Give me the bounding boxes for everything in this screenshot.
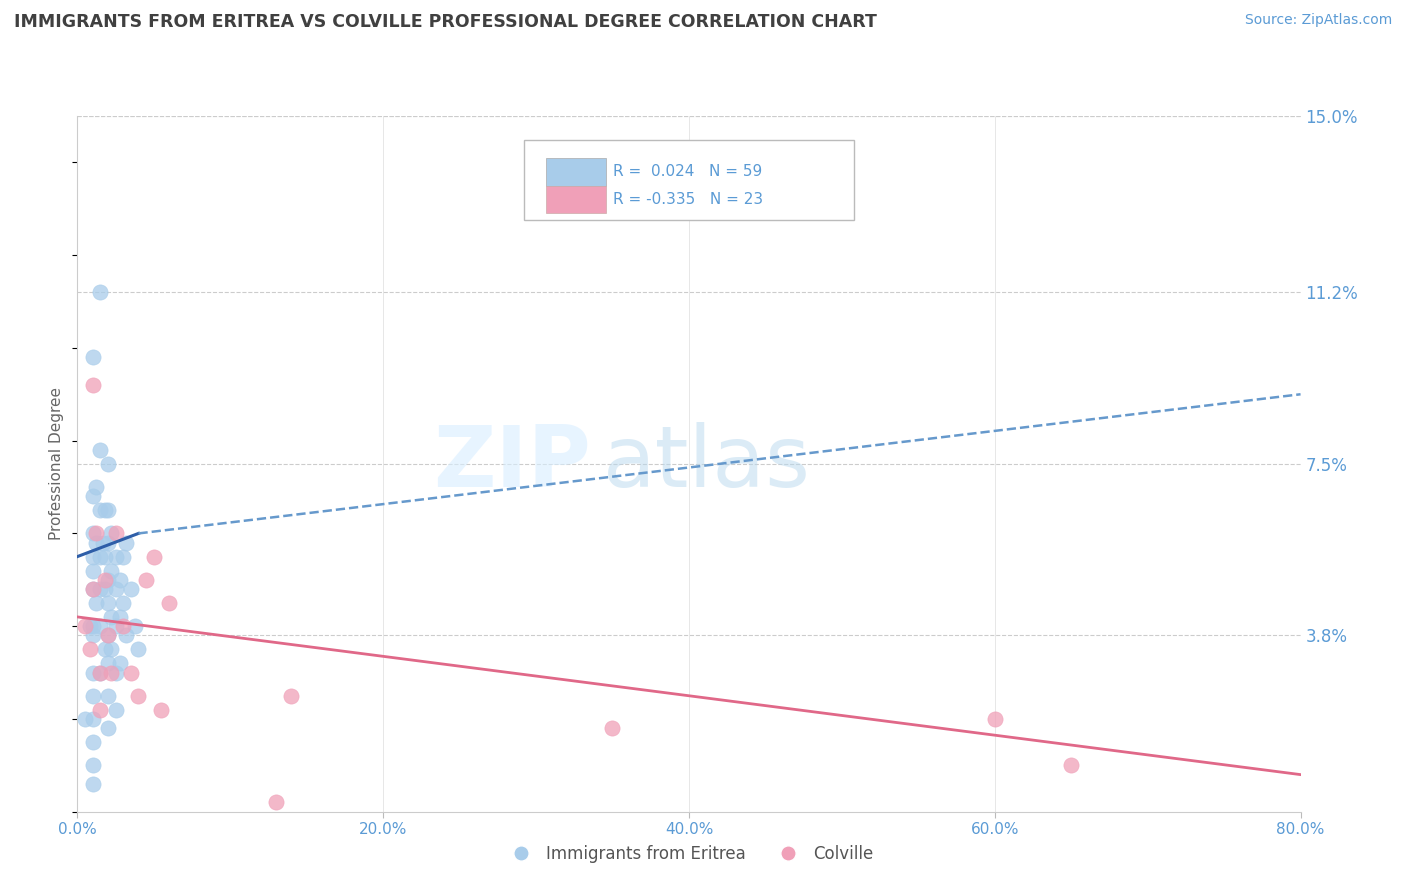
Point bbox=[108, 657, 131, 671]
Point bbox=[94, 503, 117, 517]
Point bbox=[100, 564, 122, 578]
Point bbox=[82, 689, 104, 703]
Point bbox=[108, 573, 131, 587]
Point bbox=[97, 503, 120, 517]
Point bbox=[120, 582, 142, 596]
Point bbox=[82, 378, 104, 392]
Text: R =  0.024   N = 59: R = 0.024 N = 59 bbox=[613, 164, 762, 179]
Point bbox=[91, 535, 114, 549]
Point bbox=[82, 628, 104, 642]
Point bbox=[84, 535, 107, 549]
Point bbox=[79, 642, 101, 657]
Point bbox=[94, 642, 117, 657]
Point bbox=[112, 596, 135, 610]
Text: atlas: atlas bbox=[603, 422, 811, 506]
Point bbox=[112, 619, 135, 633]
Point bbox=[82, 777, 104, 791]
Point bbox=[89, 442, 111, 457]
Point bbox=[89, 503, 111, 517]
Point bbox=[1060, 758, 1083, 772]
Point bbox=[89, 549, 111, 564]
Point bbox=[89, 582, 111, 596]
Point bbox=[82, 549, 104, 564]
Legend: Immigrants from Eritrea, Colville: Immigrants from Eritrea, Colville bbox=[498, 838, 880, 870]
Point bbox=[128, 689, 150, 703]
Point bbox=[97, 721, 120, 735]
Point bbox=[100, 642, 122, 657]
Point bbox=[84, 596, 107, 610]
Point bbox=[97, 596, 120, 610]
Point bbox=[115, 535, 138, 549]
Point bbox=[82, 350, 104, 364]
Point bbox=[100, 665, 122, 680]
Point bbox=[82, 735, 104, 749]
Point bbox=[82, 665, 104, 680]
Point bbox=[82, 582, 104, 596]
FancyBboxPatch shape bbox=[546, 158, 606, 186]
Point bbox=[89, 665, 111, 680]
Point bbox=[89, 703, 111, 717]
Point bbox=[104, 619, 127, 633]
Y-axis label: Professional Degree: Professional Degree bbox=[49, 387, 65, 541]
Point bbox=[984, 712, 1007, 726]
Point bbox=[104, 582, 127, 596]
Point bbox=[82, 564, 104, 578]
Point bbox=[73, 712, 96, 726]
Text: IMMIGRANTS FROM ERITREA VS COLVILLE PROFESSIONAL DEGREE CORRELATION CHART: IMMIGRANTS FROM ERITREA VS COLVILLE PROF… bbox=[14, 13, 877, 31]
Point bbox=[157, 596, 180, 610]
Point bbox=[264, 796, 287, 810]
Point bbox=[97, 573, 120, 587]
Point bbox=[135, 573, 157, 587]
Point bbox=[104, 526, 127, 541]
Point bbox=[142, 549, 165, 564]
Text: ZIP: ZIP bbox=[433, 422, 591, 506]
Point bbox=[124, 619, 146, 633]
Point bbox=[89, 665, 111, 680]
Point bbox=[97, 628, 120, 642]
Point bbox=[104, 665, 127, 680]
Point bbox=[82, 582, 104, 596]
Point bbox=[94, 582, 117, 596]
Point bbox=[602, 721, 624, 735]
Point bbox=[82, 489, 104, 503]
Point bbox=[97, 689, 120, 703]
Point bbox=[84, 526, 107, 541]
Point bbox=[79, 619, 101, 633]
Point bbox=[100, 526, 122, 541]
Point bbox=[97, 457, 120, 471]
Point bbox=[84, 480, 107, 494]
Point bbox=[115, 628, 138, 642]
Point bbox=[82, 712, 104, 726]
Point bbox=[94, 549, 117, 564]
FancyBboxPatch shape bbox=[546, 186, 606, 213]
Point bbox=[104, 549, 127, 564]
Point bbox=[112, 549, 135, 564]
Point bbox=[73, 619, 96, 633]
Point bbox=[82, 758, 104, 772]
Point bbox=[120, 665, 142, 680]
Point bbox=[150, 703, 173, 717]
FancyBboxPatch shape bbox=[524, 140, 853, 220]
Point bbox=[82, 526, 104, 541]
Point bbox=[97, 628, 120, 642]
Point bbox=[108, 610, 131, 624]
Point bbox=[280, 689, 302, 703]
Point bbox=[94, 573, 117, 587]
Point bbox=[104, 703, 127, 717]
Point bbox=[97, 535, 120, 549]
Point bbox=[82, 619, 104, 633]
Point bbox=[89, 619, 111, 633]
Point bbox=[128, 642, 150, 657]
Point bbox=[89, 285, 111, 300]
Text: R = -0.335   N = 23: R = -0.335 N = 23 bbox=[613, 192, 763, 207]
Point bbox=[97, 657, 120, 671]
Text: Source: ZipAtlas.com: Source: ZipAtlas.com bbox=[1244, 13, 1392, 28]
Point bbox=[100, 610, 122, 624]
